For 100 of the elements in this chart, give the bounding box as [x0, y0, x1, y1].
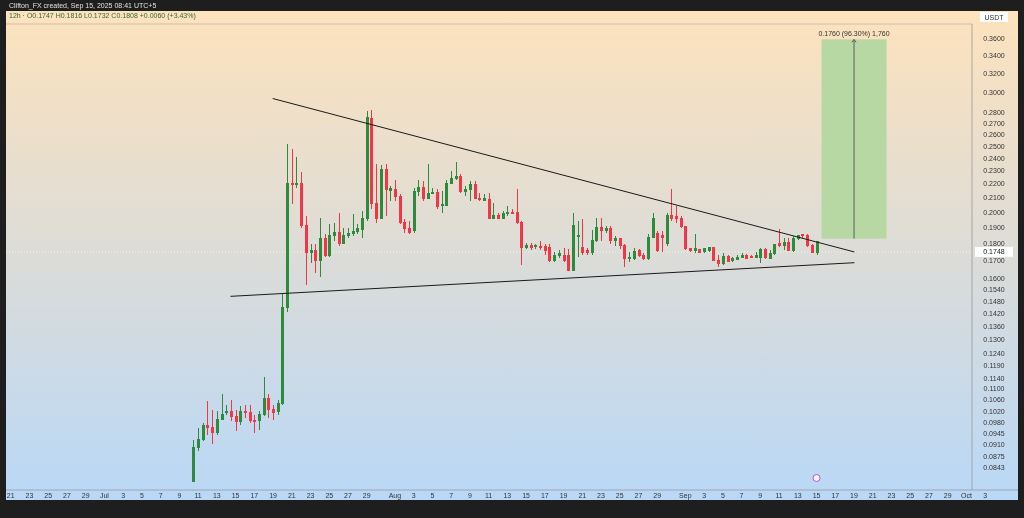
candlestick: [670, 188, 673, 222]
candlestick: [235, 409, 238, 432]
candlestick: [230, 399, 233, 422]
candlestick: [389, 185, 392, 202]
candlestick: [455, 161, 458, 181]
candlestick: [511, 208, 514, 215]
candlestick: [577, 220, 580, 258]
candlestick: [656, 230, 659, 253]
candlestick: [380, 164, 383, 220]
candlestick: [633, 247, 636, 261]
candlestick: [427, 163, 430, 200]
candlestick: [816, 240, 819, 256]
candlestick: [731, 256, 734, 263]
candlestick: [722, 252, 725, 266]
candlestick: [792, 235, 795, 253]
candlestick: [778, 228, 781, 248]
candlestick: [492, 202, 495, 220]
candlestick: [572, 212, 575, 272]
candlestick: [422, 180, 425, 202]
candlestick: [333, 222, 336, 242]
candlestick: [263, 376, 266, 417]
candlestick: [408, 220, 411, 235]
candlestick: [787, 237, 790, 252]
candlestick: [216, 410, 219, 436]
candlestick: [305, 215, 308, 286]
candlestick: [497, 212, 500, 220]
candlestick: [506, 205, 509, 217]
candlestick: [811, 243, 814, 254]
candlestick: [338, 212, 341, 247]
candlestick: [642, 252, 645, 261]
candlestick: [483, 193, 486, 202]
candlestick: [225, 404, 228, 416]
candlestick: [258, 410, 261, 431]
candlestick: [689, 247, 692, 253]
candlestick: [764, 247, 767, 260]
candlestick: [272, 404, 275, 421]
candlestick: [661, 230, 664, 253]
candlestick: [539, 240, 542, 251]
candlestick: [717, 254, 720, 268]
candlestick: [385, 163, 388, 217]
candlestick: [394, 179, 397, 202]
candlestick: [295, 156, 298, 189]
candlestick: [459, 173, 462, 194]
candlestick: [352, 213, 355, 237]
candlestick: [324, 233, 327, 258]
candlestick: [759, 247, 762, 264]
candlestick: [244, 404, 247, 419]
candlestick: [347, 227, 350, 239]
candlestick: [436, 188, 439, 210]
candlestick: [553, 251, 556, 263]
candlestick: [609, 225, 612, 245]
candlestick: [558, 249, 561, 259]
candlestick: [708, 246, 711, 253]
candlestick: [600, 217, 603, 242]
candlestick: [197, 427, 200, 452]
candlestick: [647, 233, 650, 261]
candlestick: [783, 237, 786, 251]
candlestick: [502, 210, 505, 220]
candlestick: [638, 248, 641, 258]
candlestick: [361, 210, 364, 239]
candlestick: [310, 243, 313, 264]
candlestick: [469, 180, 472, 202]
candlestick: [628, 251, 631, 263]
candlestick: [192, 439, 195, 483]
candlestick: [750, 254, 753, 259]
candlestick: [488, 192, 491, 220]
candlestick: [464, 185, 467, 197]
candlestick: [319, 217, 322, 278]
candlestick: [328, 223, 331, 258]
candlestick: [267, 393, 270, 419]
candlestick: [698, 248, 701, 254]
candlestick: [773, 243, 776, 256]
candlestick: [474, 180, 477, 200]
candlestick: [703, 247, 706, 254]
candlestick: [741, 252, 744, 259]
candlestick: [239, 405, 242, 426]
candlestick: [530, 242, 533, 251]
candlestick: [342, 227, 345, 245]
candlestick: [694, 233, 697, 254]
candlestick: [370, 109, 373, 210]
candlestick: [581, 218, 584, 256]
candlestick: [736, 254, 739, 261]
candlestick: [745, 253, 748, 260]
candlestick: [567, 248, 570, 272]
candlestick: [614, 235, 617, 247]
candlestick: [548, 243, 551, 263]
candlestick: [652, 212, 655, 239]
candlestick: [314, 243, 317, 274]
candlestick: [666, 212, 669, 247]
candlestick: [727, 254, 730, 263]
candlestick: [801, 233, 804, 239]
candlestick: [675, 205, 678, 224]
candlestick: [291, 148, 294, 205]
candlestick: [206, 400, 209, 436]
candlestick: [221, 393, 224, 421]
candlestick: [375, 163, 378, 224]
candlestick: [586, 247, 589, 256]
candlestick: [286, 143, 289, 313]
candlestick: [366, 110, 369, 222]
candlestick: [712, 246, 715, 262]
